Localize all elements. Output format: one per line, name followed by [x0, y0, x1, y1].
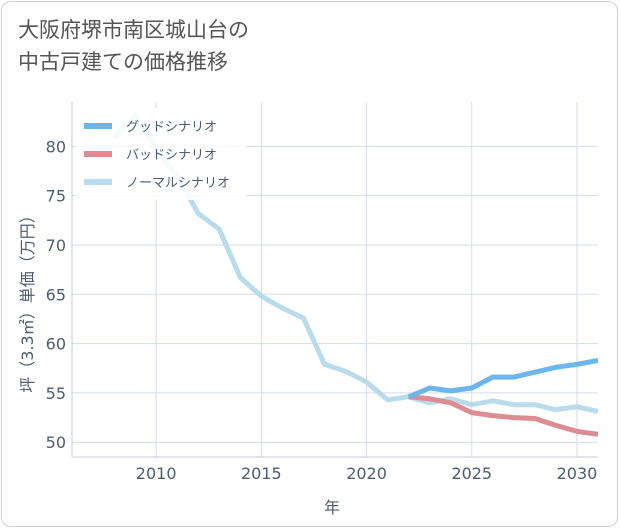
y-tick-label: 55 [46, 384, 66, 403]
x-tick-label: 2030 [557, 464, 598, 483]
x-tick-label: 2020 [346, 464, 387, 483]
series-line-2 [408, 394, 599, 437]
x-axis-ticks: 2010 2015 2020 2025 2030 [136, 464, 598, 483]
legend-label: バッドシナリオ [126, 148, 217, 163]
legend-label: ノーマルシナリオ [126, 176, 230, 191]
y-tick-label: 75 [46, 187, 66, 206]
x-tick-label: 2010 [136, 464, 177, 483]
y-tick-label: 70 [46, 236, 66, 255]
x-tick-label: 2025 [451, 464, 492, 483]
series-line-3 [112, 112, 599, 415]
chart-title-line-2: 中古戸建ての価格推移 [18, 50, 228, 74]
chart-title: 大阪府堺市南区城山台の 中古戸建ての価格推移 [18, 14, 438, 78]
x-axis-label: 年 [324, 498, 340, 517]
grid [72, 102, 598, 457]
y-tick-label: 50 [46, 433, 66, 452]
legend-label: グッドシナリオ [126, 120, 217, 135]
y-axis-ticks: 50 55 60 65 70 75 80 [46, 137, 66, 452]
y-axis-label: 坪（3.3㎡）単価（万円） [18, 207, 37, 392]
plot-area [71, 102, 598, 458]
series-layer [112, 112, 599, 437]
y-tick-label: 80 [46, 137, 66, 156]
y-tick-label: 60 [46, 335, 66, 354]
chart-title-line-1: 大阪府堺市南区城山台の [18, 18, 249, 42]
series-line-1 [407, 357, 599, 400]
x-tick-label: 2015 [241, 464, 282, 483]
y-tick-label: 65 [46, 285, 66, 304]
